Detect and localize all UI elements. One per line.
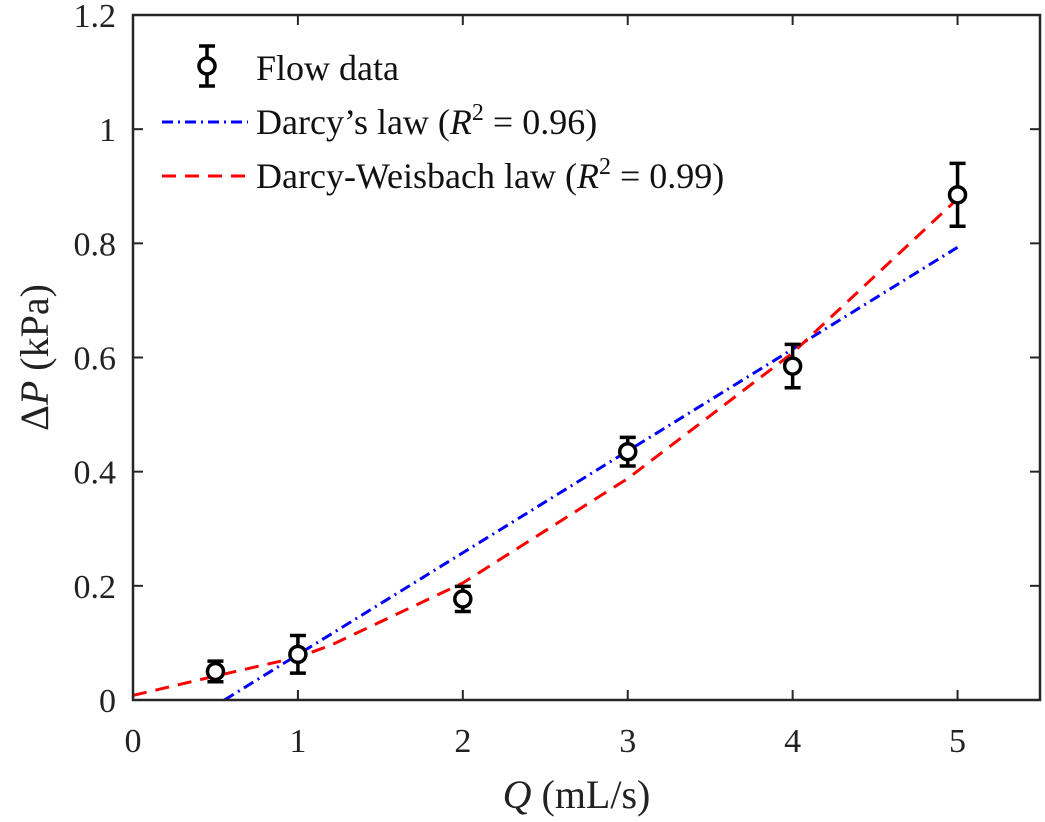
x-tick-label: 4	[784, 723, 801, 760]
x-tick-label: 5	[949, 723, 966, 760]
data-point	[782, 342, 803, 390]
data-point	[205, 659, 226, 684]
data-point	[947, 161, 968, 228]
y-tick-label: 1	[99, 112, 116, 149]
x-tick-label: 1	[289, 723, 306, 760]
legend-label: Flow data	[256, 48, 399, 88]
y-tick-label: 0	[99, 683, 116, 720]
x-tick-label: 3	[619, 723, 636, 760]
data-marker	[617, 441, 638, 462]
data-marker	[453, 589, 473, 609]
legend-item: Flow data	[197, 44, 399, 88]
y-tick-label: 0.6	[74, 341, 117, 378]
y-tick-label: 1.2	[74, 0, 117, 35]
y-tick-label: 0.2	[74, 569, 117, 606]
data-marker	[782, 356, 803, 376]
legend-label: Darcy-Weisbach law (R2 = 0.99)	[256, 154, 724, 196]
data-point	[288, 633, 308, 675]
legend-item: Darcy’s law (R2 = 0.96)	[162, 100, 597, 142]
series-1-line	[223, 246, 959, 700]
y-axis-label: ΔP (kPa)	[12, 284, 57, 431]
data-marker	[288, 644, 308, 665]
series-2-line	[133, 197, 959, 697]
legend: Flow data Darcy’s law (R2 = 0.96) Darcy-We…	[162, 44, 724, 196]
legend-label: Darcy’s law (R2 = 0.96)	[256, 100, 597, 142]
data-marker	[205, 661, 226, 682]
series-group	[133, 197, 959, 700]
data-point	[617, 435, 638, 468]
data-marker	[947, 185, 968, 205]
x-tick-label: 2	[454, 723, 471, 760]
plot-area	[133, 161, 968, 700]
legend-item: Darcy-Weisbach law (R2 = 0.99)	[162, 154, 724, 196]
legend-marker	[197, 56, 217, 76]
y-tick-label: 0.8	[74, 226, 117, 263]
axes: 0 1 2 3 4 5 0 0.2 0.4 0.6 0.8 1 1.2 Q (mL/s) ΔP (kPa)	[12, 0, 1042, 817]
data-point	[453, 584, 473, 614]
x-axis-label: Q (mL/s)	[503, 772, 651, 817]
y-tick-label: 0.4	[74, 455, 117, 492]
x-tick-label: 0	[125, 723, 142, 760]
